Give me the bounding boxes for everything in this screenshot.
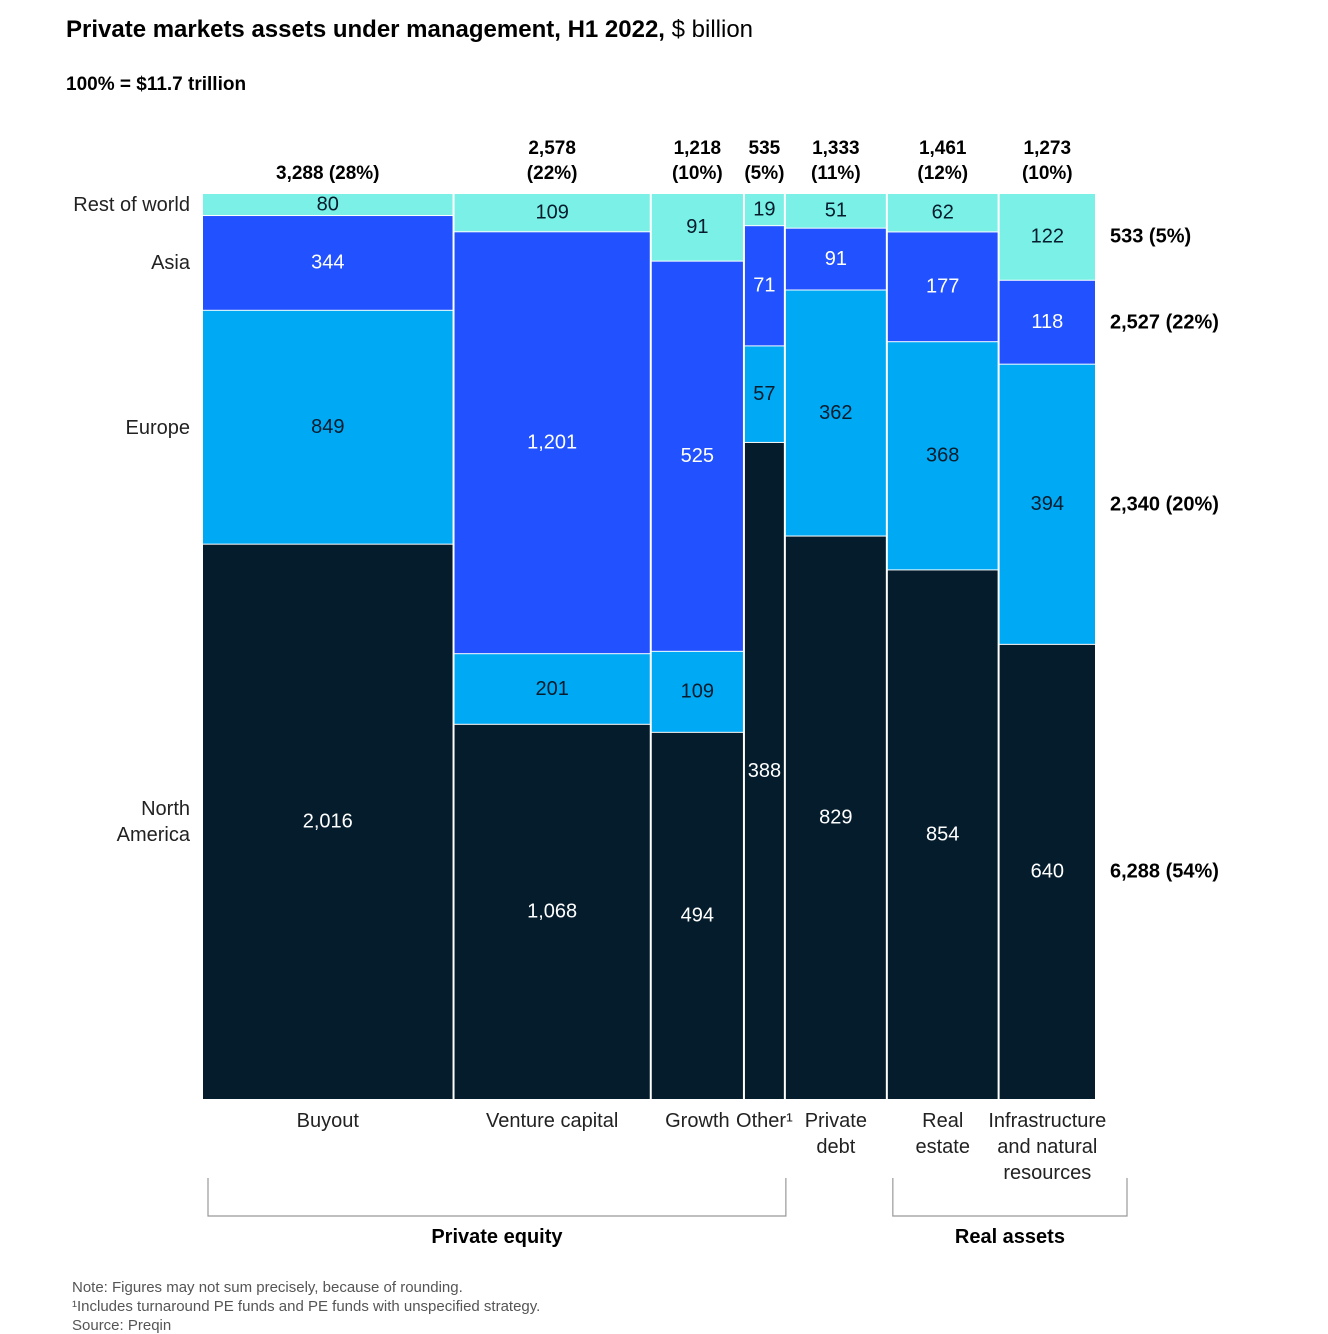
segment (999, 280, 1095, 364)
value-label: 122 (1031, 226, 1064, 248)
x-category-label: Other¹ (736, 1110, 793, 1132)
x-category-label: Infrastructure and natural resources (988, 1110, 1107, 1184)
segment (203, 216, 453, 310)
value-label: 388 (748, 760, 781, 782)
series-total-label: 6,288 (54%) (1110, 860, 1219, 883)
value-label: 51 (825, 200, 847, 222)
group-bracket (892, 1178, 1128, 1217)
segment (744, 194, 784, 226)
segment (454, 654, 650, 724)
segment (785, 290, 886, 536)
segment (785, 228, 886, 290)
group-label: Real assets (954, 1226, 1065, 1248)
value-label: 494 (681, 905, 714, 927)
segment (887, 232, 998, 342)
series-total-label: 2,527 (22%) (1110, 311, 1219, 334)
segment (651, 194, 743, 261)
value-label: 109 (535, 201, 568, 223)
segment (203, 310, 453, 544)
x-category-label: Venture capital (485, 1110, 619, 1132)
total-label: 1,333 (11%) (811, 138, 861, 184)
value-label: 362 (819, 402, 852, 424)
note: ¹Includes turnaround PE funds and PE fun… (72, 1298, 541, 1315)
value-label: 1,068 (527, 901, 577, 923)
value-label: 525 (681, 445, 714, 467)
value-label: 91 (686, 216, 708, 238)
value-label: 2,016 (303, 811, 353, 833)
group-label: Private equity (431, 1226, 563, 1248)
total-label: 2,578 (22%) (526, 138, 578, 184)
value-label: 849 (311, 416, 344, 438)
total-label: 1,461 (12%) (917, 138, 969, 184)
segment (887, 194, 998, 232)
value-label: 201 (535, 678, 568, 700)
segment (887, 342, 998, 570)
value-label: 829 (819, 807, 852, 829)
value-label: 91 (825, 248, 847, 270)
segment (744, 442, 784, 1099)
group-bracket (207, 1178, 787, 1217)
segment (999, 364, 1095, 644)
value-label: 1,201 (527, 432, 577, 454)
total-label: 1,218 (10%) (671, 138, 723, 184)
segment (203, 194, 453, 216)
note: Note: Figures may not sum precisely, bec… (72, 1279, 463, 1296)
value-label: 640 (1031, 861, 1064, 883)
segment (203, 544, 453, 1099)
note: Source: Preqin (72, 1317, 172, 1334)
series-label: Rest of world (73, 194, 190, 217)
value-label: 854 (926, 823, 959, 845)
subtitle: 100% = $11.7 trillion (66, 74, 247, 95)
segment (454, 724, 650, 1099)
segment (744, 346, 784, 442)
value-label: 394 (1031, 493, 1064, 515)
segment (785, 194, 886, 228)
title-block: Private markets assets under management,… (66, 16, 753, 44)
segment (651, 651, 743, 732)
unit: $ billion (671, 16, 754, 43)
series-total-label: 533 (5%) (1110, 225, 1192, 248)
x-category-label: Buyout (296, 1110, 359, 1132)
value-label: 118 (1031, 311, 1063, 333)
value-label: 344 (311, 252, 344, 274)
segment (744, 226, 784, 346)
series-label: Europe (125, 416, 191, 439)
x-category-label: Growth (665, 1110, 730, 1132)
segment (454, 232, 650, 654)
total-label: 535 (5%) (744, 138, 785, 184)
value-label: 109 (681, 681, 714, 703)
value-label: 57 (753, 383, 775, 405)
segment (651, 732, 743, 1099)
chart-title: Private markets assets under management,… (66, 16, 665, 43)
value-label: 71 (753, 275, 775, 297)
value-label: 62 (932, 202, 954, 224)
series-label: Asia (151, 252, 190, 275)
total-label: 1,273 (10%) (1021, 138, 1073, 184)
series-label: North America (116, 798, 190, 847)
value-label: 177 (926, 276, 959, 298)
segment (651, 261, 743, 651)
value-label: 80 (317, 193, 339, 215)
segment (999, 644, 1095, 1099)
value-label: 368 (926, 445, 959, 467)
total-label: 3,288 (28%) (276, 163, 380, 184)
series-total-label: 2,340 (20%) (1110, 493, 1219, 516)
segment (999, 194, 1095, 280)
segment (887, 570, 998, 1099)
x-category-label: Private debt (804, 1110, 867, 1158)
segment (785, 536, 886, 1099)
x-category-label: Real estate (915, 1110, 970, 1158)
segment (454, 194, 650, 232)
value-label: 19 (753, 198, 775, 220)
